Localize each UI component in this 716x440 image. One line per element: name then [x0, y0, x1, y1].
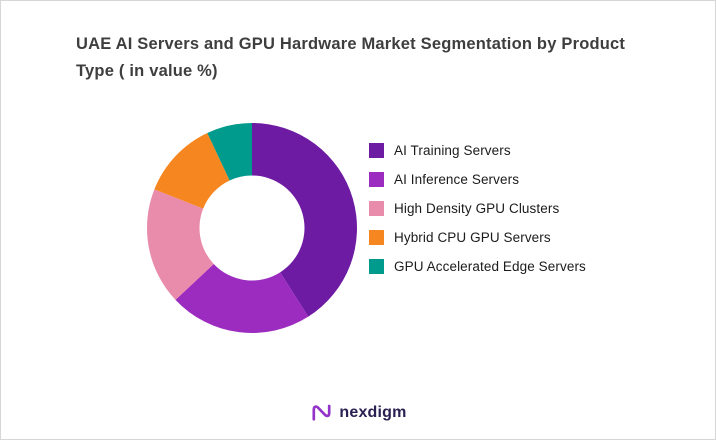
- donut-slice-4: [154, 132, 230, 209]
- legend-item: High Density GPU Clusters: [369, 201, 586, 216]
- donut-slice-2: [175, 263, 309, 333]
- legend-item: AI Inference Servers: [369, 172, 586, 187]
- legend-swatch: [369, 259, 384, 274]
- chart-legend: AI Training Servers AI Inference Servers H…: [369, 143, 586, 274]
- donut-slice-5: [207, 123, 252, 181]
- nexdigm-logo: nexdigm: [1, 400, 715, 425]
- legend-swatch: [369, 143, 384, 158]
- legend-label: AI Inference Servers: [394, 172, 520, 187]
- legend-label: AI Training Servers: [394, 143, 511, 158]
- nexdigm-logo-text: nexdigm: [339, 403, 407, 421]
- legend-swatch: [369, 172, 384, 187]
- legend-item: AI Training Servers: [369, 143, 586, 158]
- donut-slice-3: [147, 189, 214, 300]
- legend-swatch: [369, 201, 384, 216]
- chart-title: UAE AI Servers and GPU Hardware Market S…: [76, 35, 626, 80]
- nexdigm-logo-icon: [312, 404, 331, 421]
- donut-slice-1: [252, 123, 358, 317]
- legend-item: Hybrid CPU GPU Servers: [369, 230, 586, 245]
- donut-chart: [147, 123, 358, 333]
- legend-label: Hybrid CPU GPU Servers: [394, 230, 551, 245]
- legend-label: High Density GPU Clusters: [394, 201, 560, 216]
- legend-item: GPU Accelerated Edge Servers: [369, 259, 586, 274]
- legend-swatch: [369, 230, 384, 245]
- legend-label: GPU Accelerated Edge Servers: [394, 259, 586, 274]
